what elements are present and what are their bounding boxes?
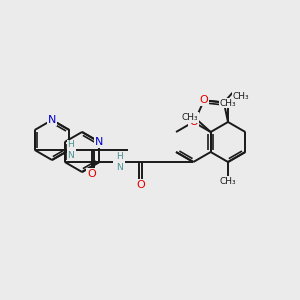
Text: CH₃: CH₃ [182, 113, 198, 122]
Text: H
N: H N [67, 140, 74, 160]
Text: CH₃: CH₃ [233, 92, 250, 100]
Text: O: O [200, 95, 208, 105]
Text: N: N [95, 137, 103, 147]
Text: CH₃: CH₃ [220, 176, 236, 185]
Text: O: O [87, 169, 96, 179]
Text: CH₃: CH₃ [220, 98, 236, 107]
Text: H
N: H N [116, 152, 123, 172]
Text: N: N [48, 115, 56, 125]
Text: O: O [136, 180, 145, 190]
Text: O: O [189, 117, 198, 127]
